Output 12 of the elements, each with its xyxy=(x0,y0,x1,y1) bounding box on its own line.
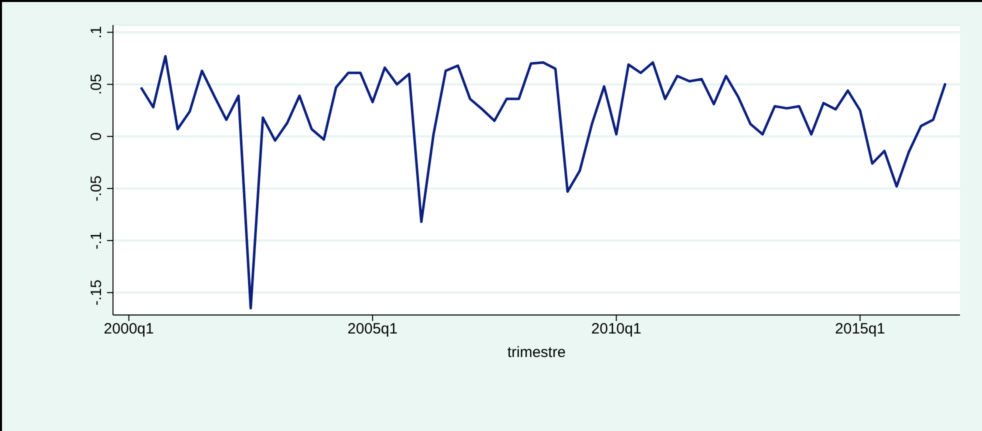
line-series xyxy=(140,54,947,310)
y-tick-label: -.05 xyxy=(88,176,105,202)
x-tick-label: 2000q1 xyxy=(104,320,154,338)
x-axis-title: trimestre xyxy=(507,344,566,361)
y-tick-label: -.1 xyxy=(88,232,105,250)
y-tick-label: .05 xyxy=(88,74,105,95)
x-tick-label: 2010q1 xyxy=(591,320,642,338)
x-tick-label: 2005q1 xyxy=(348,320,398,338)
y-tick-label: 0 xyxy=(88,132,105,141)
y-tick-label: -.15 xyxy=(88,280,105,306)
y-tick-label: .1 xyxy=(88,26,105,39)
x-tick-label: 2015q1 xyxy=(835,320,886,338)
